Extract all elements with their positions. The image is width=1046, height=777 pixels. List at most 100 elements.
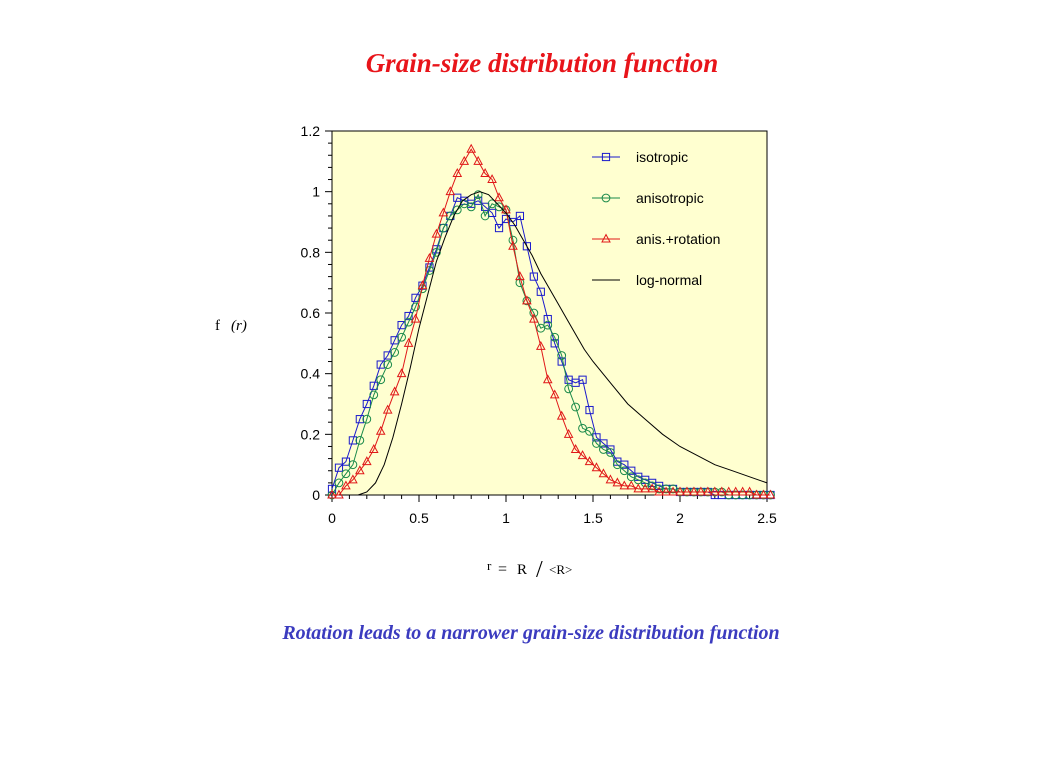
data-point — [390, 336, 399, 345]
data-point — [549, 389, 560, 399]
data-point — [709, 486, 720, 496]
data-point — [424, 252, 435, 262]
x-axis-label-eq: = — [498, 561, 507, 578]
data-point — [612, 477, 623, 487]
legend: isotropic anisotropic anis.+rotation log-no… — [592, 149, 720, 288]
data-point — [425, 266, 434, 275]
data-point — [355, 436, 365, 445]
data-point — [543, 320, 553, 330]
data-point — [620, 460, 629, 469]
data-point — [563, 428, 574, 438]
data-point — [703, 486, 713, 496]
data-point — [585, 426, 594, 436]
data-point — [591, 462, 602, 472]
data-point — [584, 456, 595, 466]
data-point — [599, 439, 608, 448]
data-point — [633, 483, 644, 493]
data-point — [382, 404, 393, 414]
data-point — [737, 486, 748, 496]
legend-marker — [601, 233, 611, 243]
data-point — [682, 486, 692, 496]
data-point — [536, 287, 545, 296]
data-point — [383, 360, 393, 369]
data-point — [341, 457, 351, 466]
data-point — [480, 211, 490, 221]
plot-area — [331, 130, 768, 496]
data-point — [396, 368, 407, 378]
data-point — [397, 332, 407, 342]
data-point — [557, 357, 566, 366]
y-axis-label: f (r) — [215, 318, 247, 334]
legend-marker — [601, 193, 611, 203]
data-point — [723, 486, 734, 496]
data-point — [522, 295, 532, 305]
data-point — [355, 415, 364, 424]
data-point — [362, 414, 372, 424]
data-point — [452, 205, 462, 215]
data-point — [515, 271, 525, 281]
legend-marker — [601, 152, 611, 162]
y-tick-label: 0.4 — [301, 366, 321, 382]
data-point — [389, 386, 400, 396]
data-point — [661, 484, 671, 494]
data-point — [361, 456, 372, 466]
data-point — [529, 313, 539, 323]
chart-title: Grain-size distribution function — [365, 48, 719, 78]
data-point — [369, 390, 379, 400]
data-point — [473, 190, 483, 200]
data-point — [376, 360, 385, 369]
data-point — [432, 247, 441, 257]
data-point — [577, 450, 588, 460]
x-axis-label-slash: / — [536, 557, 543, 583]
data-point — [668, 486, 678, 496]
data-point — [675, 486, 685, 496]
data-point — [730, 486, 741, 496]
data-point — [605, 474, 616, 484]
data-point — [383, 351, 392, 360]
data-point — [403, 337, 414, 347]
data-point — [487, 174, 497, 184]
y-tick-label: 0 — [312, 487, 320, 503]
data-point — [376, 375, 386, 385]
data-point — [515, 278, 525, 288]
data-point — [487, 208, 497, 218]
data-point — [445, 186, 456, 196]
axis-tick-labels: 0 0.2 0.4 0.6 0.8 1 1.2 0 0.5 1 1.5 2 2.5 — [301, 123, 777, 526]
data-point — [390, 348, 400, 357]
data-point — [585, 405, 594, 415]
series-anis.+rotation — [327, 143, 776, 499]
data-point — [661, 486, 671, 496]
legend-label: anis.+rotation — [636, 231, 720, 247]
caption: Rotation leads to a narrower grain-size … — [282, 622, 780, 644]
data-point — [626, 480, 637, 490]
data-point — [508, 240, 518, 250]
data-point — [640, 483, 651, 493]
x-axis-label-R: R — [517, 562, 527, 578]
data-point — [375, 425, 386, 435]
data-point — [529, 308, 539, 318]
data-point — [466, 202, 476, 212]
data-point — [341, 469, 351, 479]
data-point — [542, 374, 553, 384]
data-point — [417, 280, 428, 290]
x-tick-label: 2.5 — [757, 510, 777, 526]
data-point — [327, 489, 337, 499]
x-tick-label: 0 — [328, 510, 336, 526]
data-point — [647, 483, 657, 493]
data-point — [348, 474, 358, 484]
data-point — [480, 168, 490, 177]
data-point — [556, 410, 567, 420]
data-point — [744, 486, 755, 496]
data-point — [459, 155, 470, 165]
data-point — [481, 202, 490, 211]
data-point — [606, 448, 615, 457]
data-point — [397, 321, 406, 330]
data-point — [689, 486, 699, 496]
x-tick-label: 0.5 — [409, 510, 429, 526]
data-point — [334, 478, 344, 488]
data-point — [362, 399, 371, 409]
data-point — [368, 444, 379, 453]
data-point — [369, 381, 378, 390]
data-point — [494, 223, 504, 233]
series-line-anis.+rotation — [332, 148, 771, 496]
